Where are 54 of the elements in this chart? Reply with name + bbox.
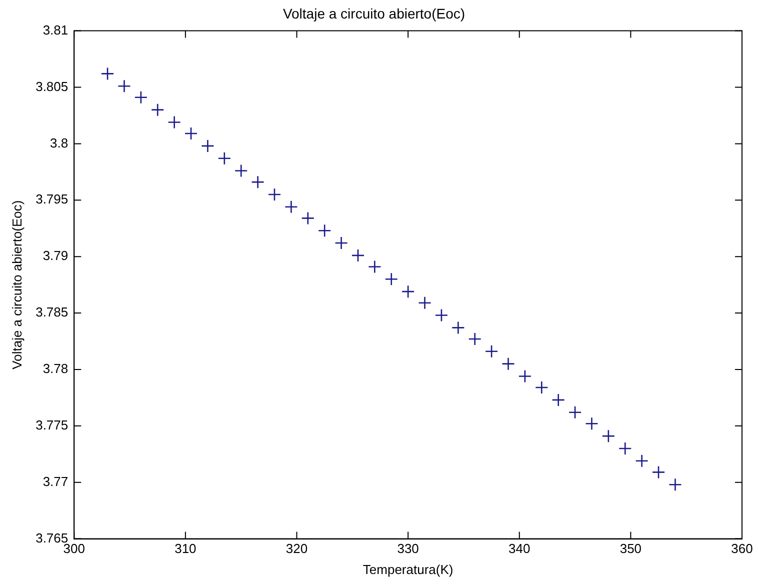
point	[100, 67, 114, 80]
x-tick-label: 320	[286, 541, 308, 556]
y-tick-label: 3.805	[36, 78, 68, 94]
x-axis-title: Temperatura(K)	[362, 562, 454, 577]
point	[635, 454, 648, 468]
point	[585, 417, 598, 430]
point	[384, 272, 398, 286]
y-tick-label: 3.765	[36, 530, 68, 546]
x-tick-label: 350	[620, 541, 642, 556]
point	[502, 357, 515, 370]
x-tick-label: 310	[174, 541, 196, 556]
point	[284, 200, 298, 214]
point	[434, 308, 448, 322]
point	[652, 466, 666, 479]
point	[184, 126, 198, 140]
x-tick-label: 330	[397, 541, 419, 556]
point	[268, 188, 282, 202]
point	[251, 175, 264, 189]
point	[552, 393, 565, 407]
point	[568, 406, 582, 420]
point	[201, 139, 214, 153]
y-tick-label: 3.8	[50, 135, 68, 150]
point	[118, 79, 131, 93]
point	[401, 284, 415, 298]
y-tick-label: 3.79	[42, 248, 68, 264]
point	[301, 212, 315, 225]
point	[234, 164, 248, 178]
point	[168, 116, 181, 129]
y-axis-title: Voltaje a circuito abierto(Eoc)	[9, 200, 24, 370]
point	[134, 90, 148, 104]
point	[534, 380, 548, 394]
point	[334, 236, 348, 250]
point	[484, 344, 498, 358]
chart-title: Voltaje a circuito abierto(Eoc)	[282, 5, 466, 22]
point	[618, 442, 632, 456]
point	[368, 260, 382, 274]
y-tick-label: 3.785	[36, 304, 68, 320]
y-tick-label: 3.81	[42, 22, 68, 38]
point	[218, 152, 232, 166]
y-tick-label: 3.77	[42, 474, 68, 489]
y-tick-label: 3.78	[42, 361, 68, 376]
point	[668, 478, 682, 492]
point	[418, 296, 432, 310]
point	[351, 248, 365, 262]
point	[602, 429, 616, 443]
point	[318, 224, 332, 238]
point	[452, 321, 465, 334]
y-tick-label: 3.775	[36, 417, 68, 432]
y-tick-label: 3.795	[36, 192, 68, 207]
point	[518, 370, 532, 383]
x-tick-label: 360	[731, 541, 753, 556]
x-tick-label: 340	[508, 541, 530, 556]
point	[150, 103, 164, 116]
point	[468, 332, 482, 346]
